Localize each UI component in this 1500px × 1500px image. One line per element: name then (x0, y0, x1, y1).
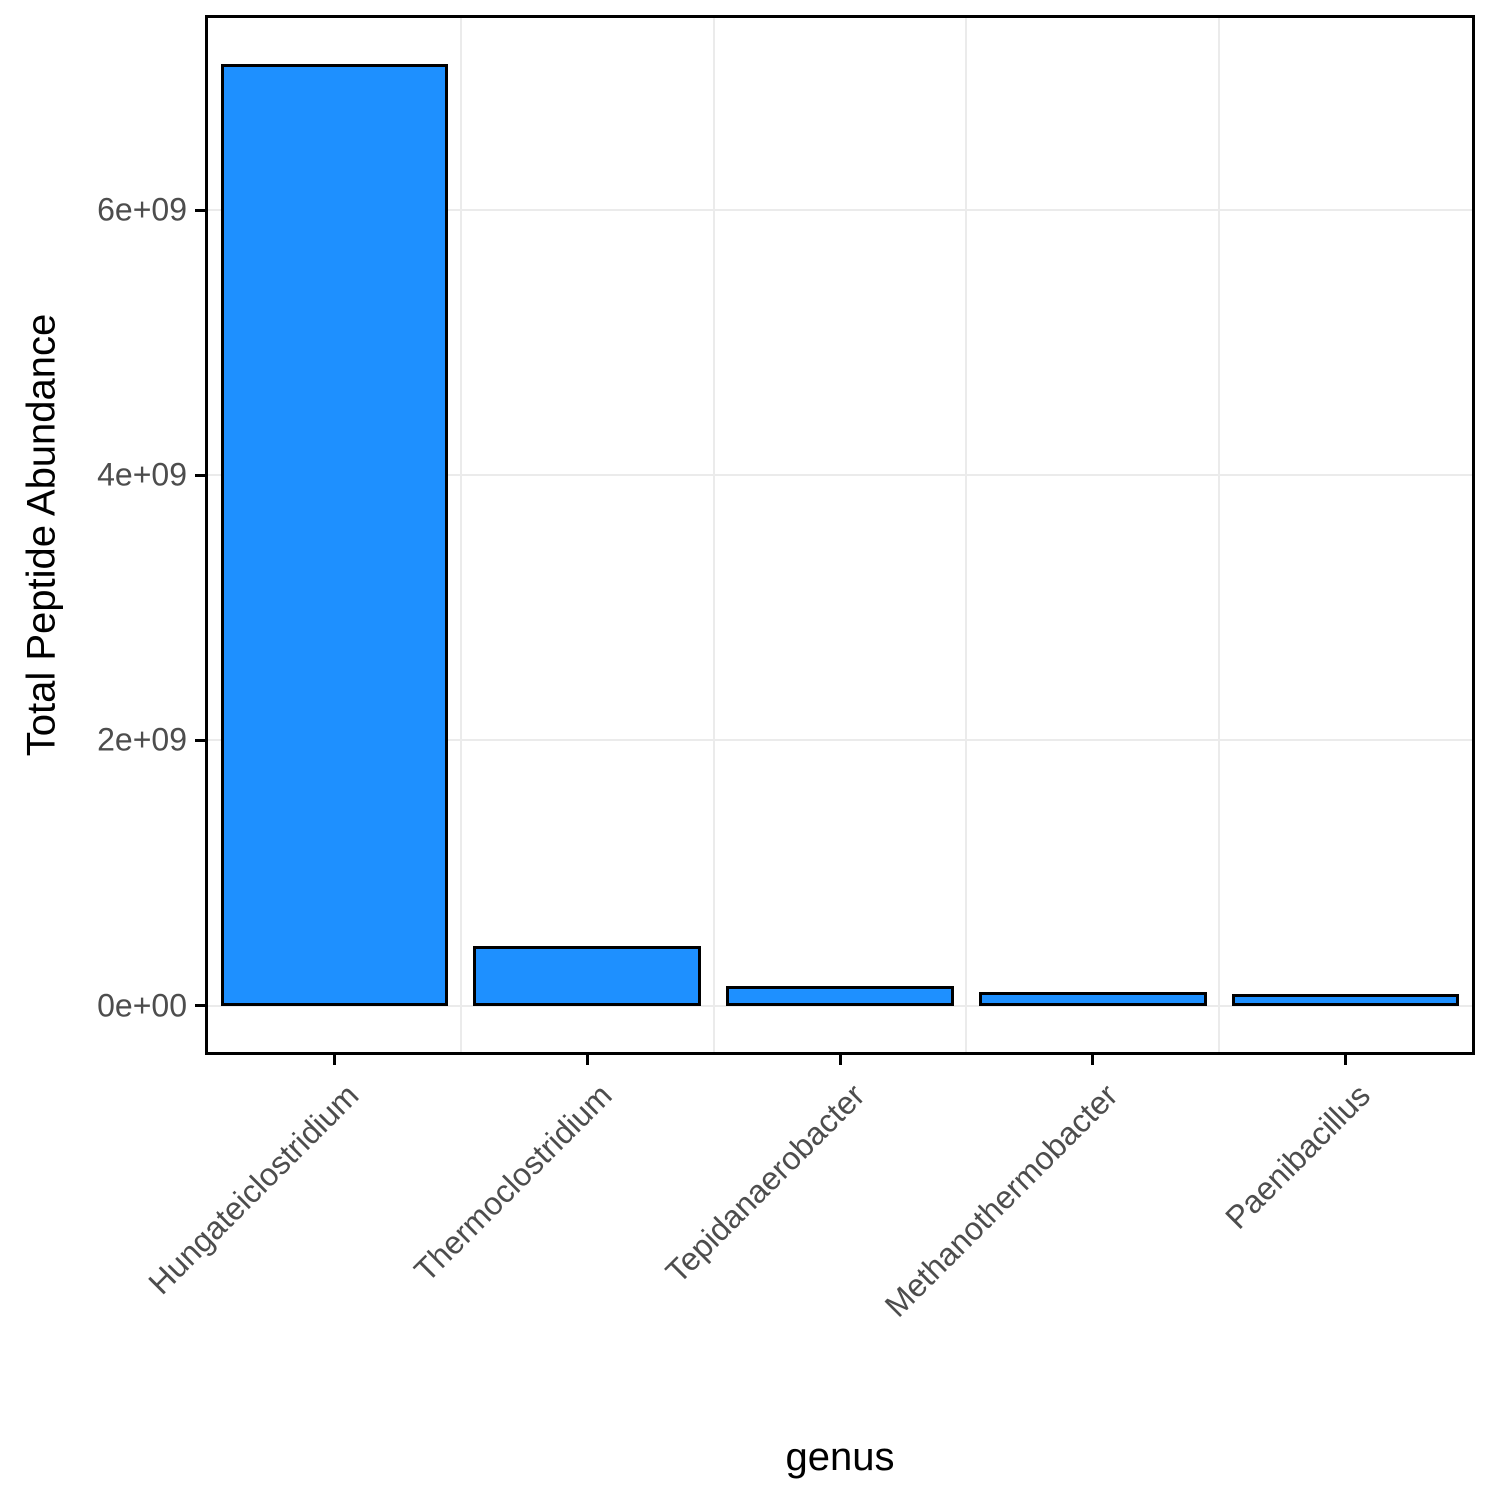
bar (979, 992, 1207, 1005)
grid-line-vertical (1218, 18, 1220, 1052)
x-tick-label: Methanothermobacter (877, 1077, 1125, 1325)
x-tick-label: Tepidanaerobacter (659, 1077, 873, 1291)
y-tick-mark (195, 739, 205, 742)
grid-line-vertical (460, 18, 462, 1052)
x-tick-mark (333, 1055, 336, 1065)
bar (726, 986, 954, 1006)
bar-chart: 0e+00 2e+09 4e+09 6e+09 Hungateiclostridium… (0, 0, 1500, 1500)
y-tick-mark (195, 209, 205, 212)
x-tick-mark (1344, 1055, 1347, 1065)
y-tick-label: 6e+09 (97, 192, 187, 229)
y-tick-label: 4e+09 (97, 457, 187, 494)
grid-line-vertical (965, 18, 967, 1052)
x-tick-mark (586, 1055, 589, 1065)
x-tick-label: Paenibacillus (1218, 1077, 1377, 1236)
x-tick-mark (1091, 1055, 1094, 1065)
bar (473, 946, 701, 1006)
plot-panel (205, 15, 1475, 1055)
y-tick-mark (195, 1004, 205, 1007)
y-axis-title: Total Peptide Abundance (20, 314, 65, 757)
bar (1232, 994, 1460, 1006)
x-tick-label: Hungateiclostridium (142, 1077, 367, 1302)
y-tick-label: 0e+00 (97, 987, 187, 1024)
x-tick-label: Thermoclostridium (407, 1077, 619, 1289)
grid-line-vertical (713, 18, 715, 1052)
x-axis-title: genus (786, 1435, 895, 1480)
bar (221, 64, 449, 1005)
y-tick-mark (195, 474, 205, 477)
y-tick-label: 2e+09 (97, 722, 187, 759)
x-tick-mark (839, 1055, 842, 1065)
